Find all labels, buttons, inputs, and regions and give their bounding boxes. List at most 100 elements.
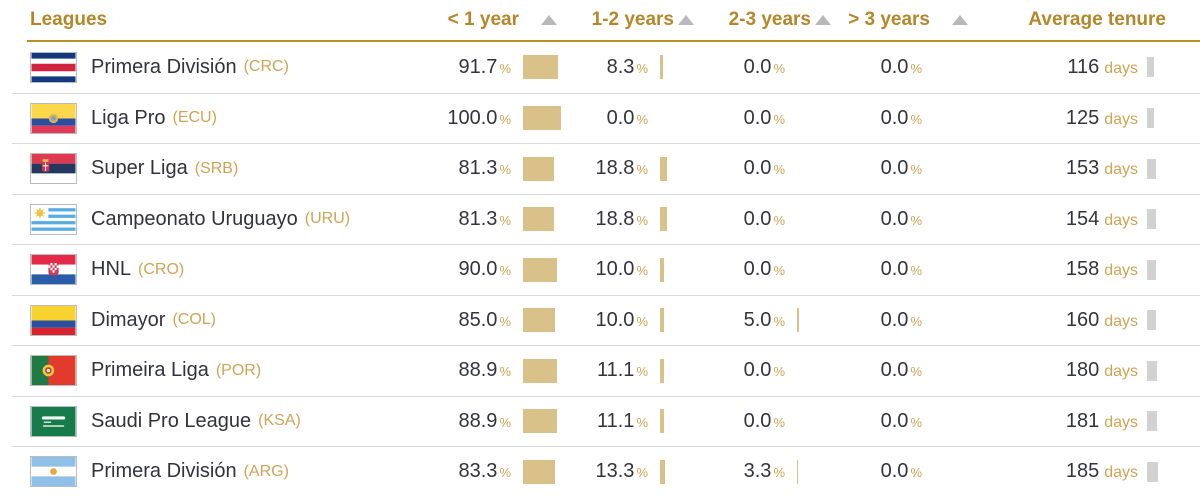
stat-average-tenure: 185 days: [978, 460, 1200, 483]
league-code: (URU): [304, 210, 351, 228]
stat-lt-1-year: 85.0%: [430, 308, 567, 333]
column-header-leagues[interactable]: Leagues: [30, 9, 108, 30]
stat-value: 18.8: [595, 207, 635, 230]
sort-triangle-up-icon[interactable]: [952, 15, 968, 25]
stat-value: 0.0: [880, 359, 909, 382]
stat-gt-3-years: 0.0%: [841, 460, 978, 484]
sort-triangle-up-icon[interactable]: [678, 15, 694, 25]
percent-sign: %: [910, 364, 922, 380]
table-row[interactable]: Super Liga (SRB) 81.3% 18.8% 0.0% 0.0% 1…: [12, 143, 1200, 194]
stat-gt-3-years: 0.0%: [841, 258, 978, 282]
stat-2-3-years: 0.0%: [704, 359, 841, 383]
header-underline: [27, 40, 1200, 42]
stat-value: 0.0: [606, 106, 635, 129]
stat-value: 13.3: [595, 460, 635, 483]
days-bar: [1147, 259, 1156, 280]
percent-sign: %: [773, 364, 785, 380]
sort-triangle-up-icon[interactable]: [541, 15, 557, 25]
percent-sign: %: [499, 465, 511, 481]
stat-value: 0.0: [743, 207, 772, 230]
stat-1-2-years: 10.0%: [567, 308, 704, 333]
stat-1-2-years: 13.3%: [567, 459, 704, 484]
column-header-lt-1-year[interactable]: < 1 year: [430, 9, 567, 31]
percent-sign: %: [499, 313, 511, 329]
stat-value: 81.3: [458, 207, 498, 230]
table-row[interactable]: Saudi Pro League (KSA) 88.9% 11.1% 0.0% …: [12, 395, 1200, 447]
percent-bar: [523, 409, 557, 434]
days-value: 153: [1065, 157, 1100, 180]
days-bar: [1147, 158, 1156, 179]
table-row[interactable]: Liga Pro (ECU) 100.0% 0.0% 0.0% 0.0% 125…: [12, 92, 1200, 144]
league-name: Super Liga: [91, 157, 188, 180]
stat-gt-3-years: 0.0%: [841, 55, 978, 79]
days-unit: days: [1104, 413, 1138, 431]
percent-sign: %: [636, 263, 648, 279]
days-bar: [1147, 108, 1155, 129]
percent-sign: %: [773, 414, 785, 430]
table-row[interactable]: HNL (CRO) 90.0% 10.0% 0.0% 0.0% 158 days: [12, 244, 1200, 295]
percent-bar: [660, 308, 664, 333]
percent-sign: %: [499, 364, 511, 380]
stat-value: 3.3: [743, 460, 772, 483]
column-header-2-3-years[interactable]: 2-3 years: [704, 9, 841, 31]
table-row[interactable]: Primera División (CRC) 91.7% 8.3% 0.0% 0…: [12, 42, 1200, 93]
column-header-label: 1-2 years: [591, 9, 674, 30]
stat-gt-3-years: 0.0%: [841, 359, 978, 383]
stat-1-2-years: 18.8%: [567, 156, 704, 181]
stat-value: 10.0: [595, 308, 635, 331]
stat-value: 0.0: [743, 55, 772, 78]
column-header-1-2-years[interactable]: 1-2 years: [567, 9, 704, 31]
days-unit: days: [1104, 262, 1138, 280]
stat-value: 11.1: [596, 359, 635, 382]
percent-sign: %: [910, 60, 922, 76]
stat-value: 10.0: [595, 258, 635, 281]
table-row[interactable]: Campeonato Uruguayo (URU) 81.3% 18.8% 0.…: [12, 193, 1200, 245]
percent-bar: [523, 308, 556, 333]
table-row[interactable]: Primera División (ARG) 83.3% 13.3% 3.3% …: [12, 446, 1200, 496]
percent-sign: %: [499, 60, 511, 76]
saudi-arabia-flag-icon: [30, 405, 77, 437]
stat-value: 0.0: [743, 409, 772, 432]
percent-sign: %: [773, 111, 785, 127]
days-bar: [1147, 461, 1158, 482]
days-bar: [1147, 209, 1156, 230]
percent-bar: [797, 308, 799, 333]
uruguay-flag-icon: [30, 203, 77, 235]
stat-1-2-years: 8.3%: [567, 55, 704, 80]
stat-2-3-years: 5.0%: [704, 308, 841, 333]
league-name: Primera División: [91, 55, 237, 78]
stat-average-tenure: 180 days: [978, 359, 1200, 382]
league-code: (CRC): [243, 58, 289, 76]
days-bar: [1147, 310, 1157, 331]
percent-sign: %: [910, 263, 922, 279]
column-header-gt-3-years[interactable]: > 3 years: [841, 9, 978, 31]
stat-value: 0.0: [743, 258, 772, 281]
days-value: 154: [1065, 207, 1100, 230]
percent-sign: %: [773, 263, 785, 279]
stat-lt-1-year: 88.9%: [430, 358, 567, 383]
stat-value: 0.0: [880, 308, 909, 331]
stat-value: 0.0: [880, 55, 909, 78]
percent-bar: [660, 257, 664, 282]
table-row[interactable]: Primeira Liga (POR) 88.9% 11.1% 0.0% 0.0…: [12, 345, 1200, 396]
league-code: (SRB): [194, 159, 239, 177]
percent-bar: [797, 459, 799, 484]
stat-2-3-years: 0.0%: [704, 55, 841, 79]
table-row[interactable]: Dimayor (COL) 85.0% 10.0% 5.0% 0.0% 160 d…: [12, 294, 1200, 346]
percent-bar: [523, 207, 554, 232]
percent-sign: %: [636, 111, 648, 127]
percent-bar: [660, 459, 666, 484]
days-bar: [1147, 57, 1154, 78]
percent-sign: %: [773, 212, 785, 228]
sort-triangle-up-icon[interactable]: [815, 15, 831, 25]
percent-sign: %: [910, 162, 922, 178]
table-header: Leagues < 1 year 1-2 years 2-3 years > 3…: [0, 0, 1200, 40]
costa-rica-flag-icon: [30, 51, 77, 83]
percent-sign: %: [910, 414, 922, 430]
percent-sign: %: [910, 111, 922, 127]
days-unit: days: [1104, 59, 1138, 77]
percent-sign: %: [499, 162, 511, 178]
percent-bar: [660, 156, 668, 181]
stat-value: 0.0: [880, 207, 909, 230]
column-header-average-tenure[interactable]: Average tenure: [1028, 9, 1166, 30]
